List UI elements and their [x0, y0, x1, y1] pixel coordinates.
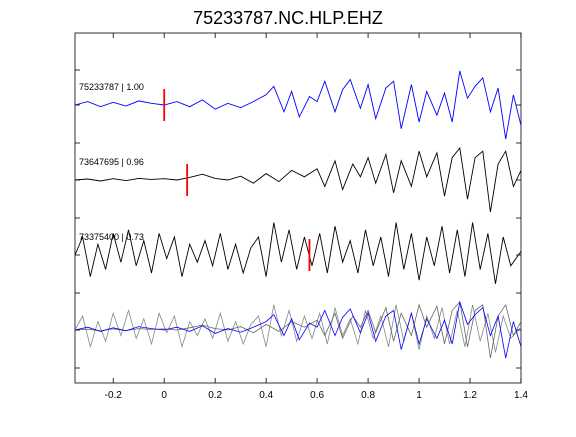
trace-label-0: 75233787 | 1.00: [79, 82, 144, 92]
x-tick-label-1: 0: [161, 390, 167, 401]
x-tick-label-7: 1.2: [463, 390, 477, 401]
x-tick-label-6: 1: [416, 390, 422, 401]
x-tick-label-4: 0.6: [310, 390, 324, 401]
x-tick-label-3: 0.4: [259, 390, 273, 401]
trace-line-0: [74, 70, 522, 140]
overlay-line-0: [74, 300, 522, 359]
chart-title: 75233787.NC.HLP.EHZ: [193, 8, 383, 28]
trace-line-2: [74, 222, 522, 284]
trace-label-1: 73647695 | 0.96: [79, 157, 144, 167]
trace-label-2: 73375400 | 0.73: [79, 232, 144, 242]
trace-line-1: [74, 146, 522, 213]
axes-layer: -0.2 0 0.2 0.4 0.6 0.8 1 1.2 1.4: [75, 33, 528, 401]
x-tick-label-2: 0.2: [208, 390, 222, 401]
x-tick-label-8: 1.4: [514, 390, 528, 401]
x-tick-label-0: -0.2: [105, 390, 123, 401]
traces-layer: 75233787 | 1.00 73647695 | 0.96 73375400 |…: [74, 70, 522, 359]
x-tick-label-5: 0.8: [361, 390, 375, 401]
